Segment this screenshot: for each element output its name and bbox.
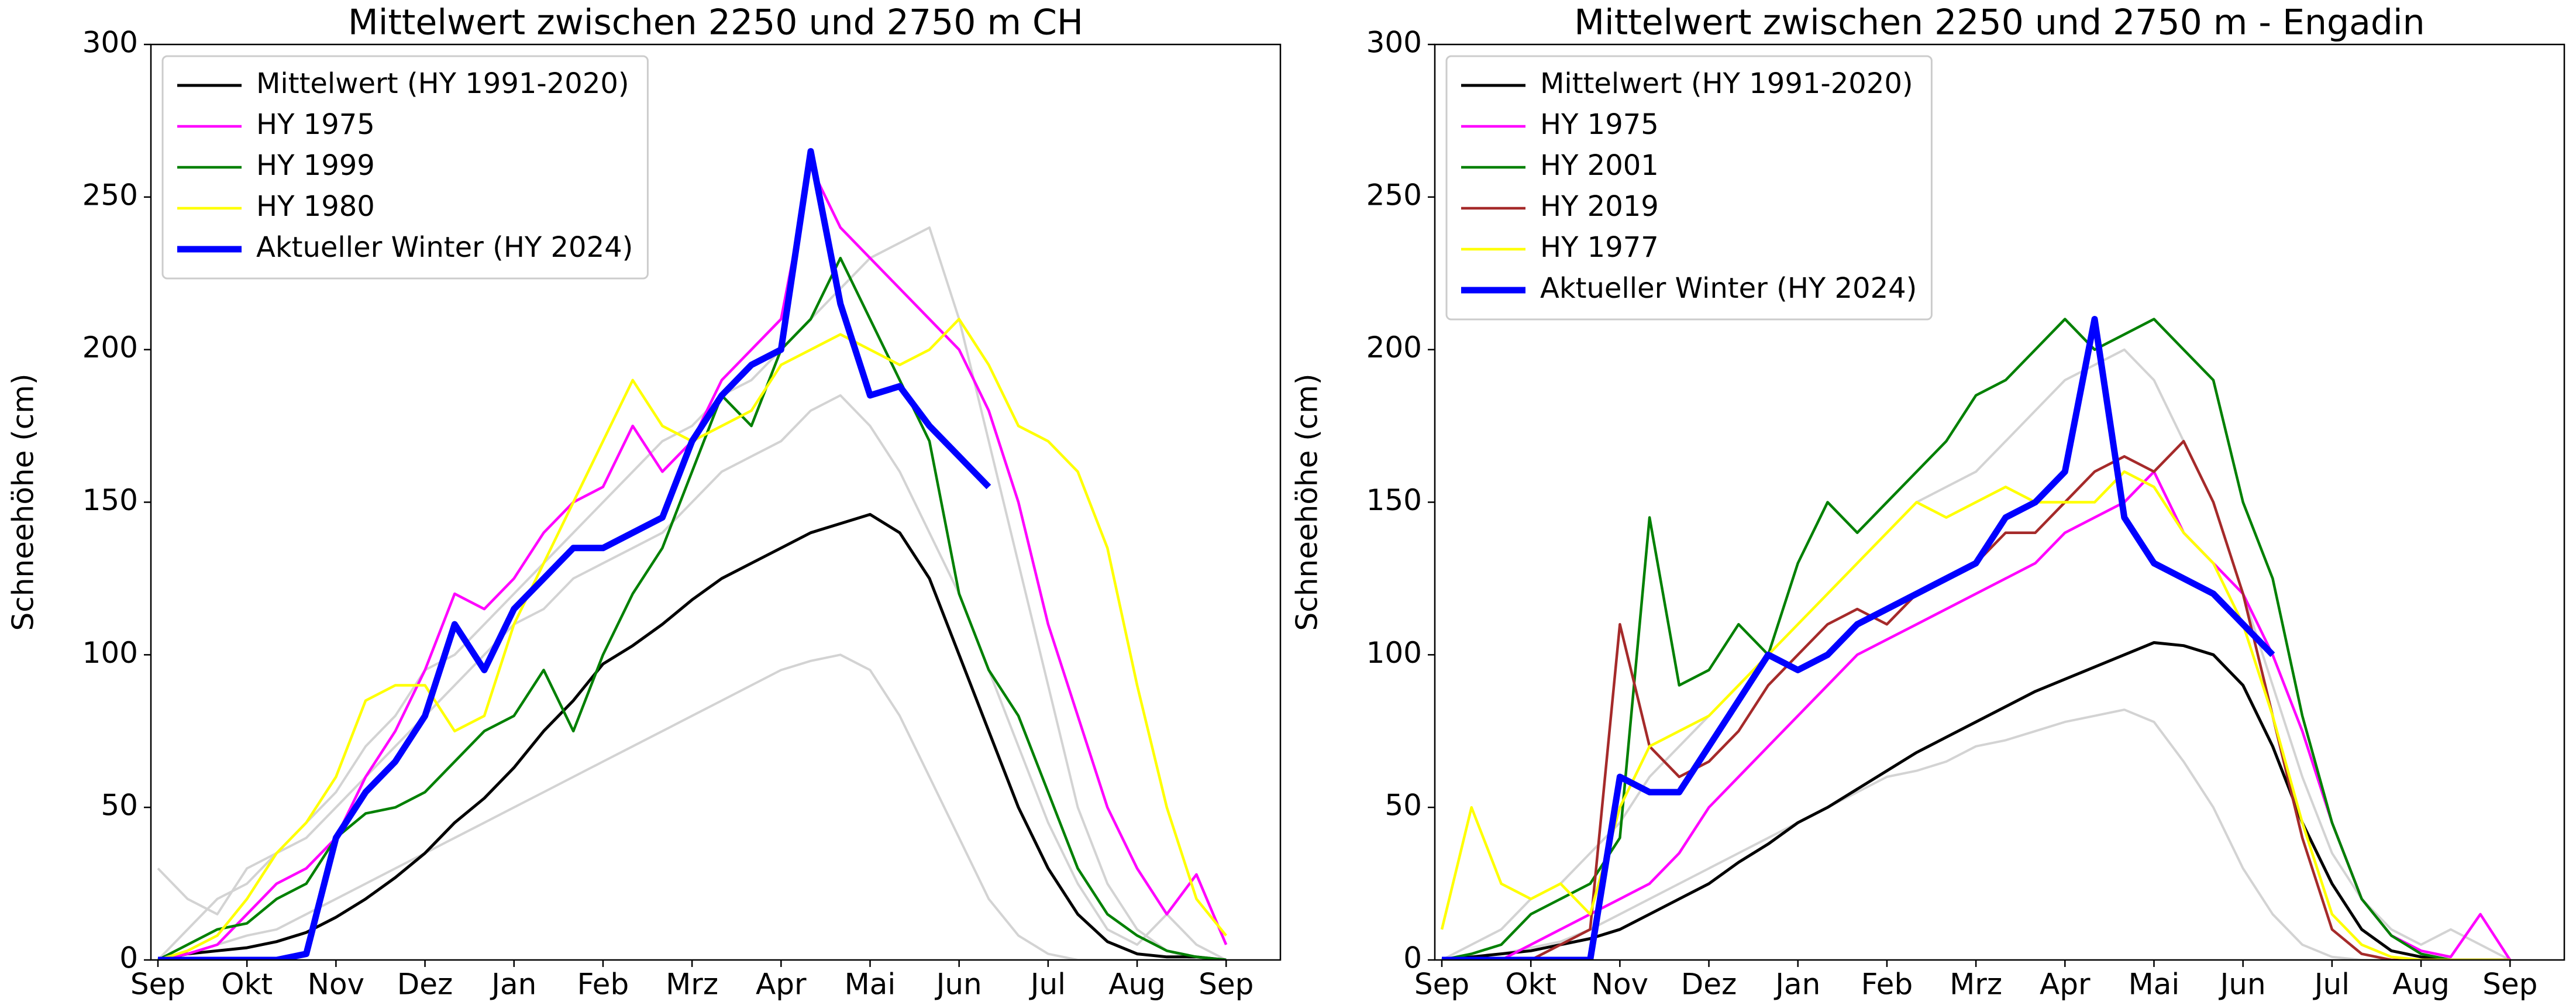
y-tick-label: 250 [1366, 178, 1422, 212]
series-line [157, 653, 1227, 960]
y-tick-label: 150 [82, 483, 138, 517]
plot-frame [1434, 43, 2565, 961]
y-tick-label: 50 [1385, 789, 1422, 822]
y-tick-label: 0 [119, 941, 138, 975]
y-tick-label: 250 [82, 178, 138, 212]
x-tick-label: Jan [1773, 968, 1820, 1001]
y-tick-label: 100 [82, 636, 138, 670]
x-tick-label: Aug [1108, 968, 1166, 1001]
x-tick-label: Feb [1861, 968, 1913, 1001]
x-tick-label: Sep [1199, 968, 1253, 1001]
series-line [1440, 470, 2510, 960]
y-tick-label: 0 [1403, 941, 1422, 975]
series-line [1441, 318, 2510, 960]
x-tick-label: Mrz [666, 968, 718, 1001]
y-tick-label: 300 [1366, 26, 1422, 60]
x-tick-label: Jan [490, 968, 536, 1001]
y-tick-label: 300 [82, 26, 138, 60]
x-tick-label: Feb [577, 968, 629, 1001]
y-tick-label: 200 [82, 331, 138, 364]
x-tick-label: Sep [2482, 968, 2537, 1001]
legend-box [161, 55, 649, 280]
chart-title: Mittelwert zwischen 2250 und 2750 m - En… [1574, 2, 2425, 43]
x-tick-label: Aug [2392, 968, 2450, 1001]
plot-frame [150, 43, 1282, 961]
series-line [1441, 708, 2510, 960]
legend-label: HY 2001 [1540, 149, 1659, 182]
y-tick-label: 150 [1366, 483, 1422, 517]
x-tick-label: Jun [2219, 968, 2266, 1001]
series-line [157, 512, 1227, 960]
x-tick-label: Apr [756, 968, 807, 1001]
y-axis-label: Schneehöhe (cm) [1290, 374, 1324, 631]
legend-label: HY 1999 [256, 149, 375, 182]
series-line [158, 148, 991, 960]
series-line [1441, 641, 2510, 960]
x-tick-label: Mrz [1950, 968, 2002, 1001]
legend-label: HY 1980 [256, 190, 375, 223]
series-line [157, 226, 1227, 960]
x-tick-label: Nov [308, 968, 365, 1001]
y-tick-label: 200 [1366, 331, 1422, 364]
series-line [157, 394, 1227, 960]
x-tick-label: Nov [1592, 968, 1649, 1001]
y-tick-label: 100 [1366, 636, 1422, 670]
legend-label: HY 1975 [256, 108, 375, 141]
legend-label: Mittelwert (HY 1991-2020) [1540, 67, 1913, 100]
series-line [1441, 348, 2511, 960]
x-tick-label: Sep [1414, 968, 1469, 1001]
x-tick-label: Jul [1029, 968, 1066, 1001]
x-tick-label: Dez [397, 968, 453, 1001]
legend-label: Mittelwert (HY 1991-2020) [256, 67, 629, 100]
y-axis-label: Schneehöhe (cm) [6, 374, 40, 631]
legend-label: Aktueller Winter (HY 2024) [256, 231, 633, 264]
x-tick-label: Okt [1505, 968, 1556, 1001]
x-tick-label: Jun [935, 968, 982, 1001]
x-tick-label: Okt [221, 968, 273, 1001]
x-tick-label: Mai [845, 968, 896, 1001]
x-tick-label: Mai [2129, 968, 2180, 1001]
legend-box [1445, 55, 1933, 321]
x-tick-label: Apr [2040, 968, 2091, 1001]
x-tick-label: Sep [130, 968, 185, 1001]
chart-title: Mittelwert zwischen 2250 und 2750 m CH [348, 2, 1083, 43]
x-tick-label: Dez [1681, 968, 1737, 1001]
y-tick-label: 50 [101, 789, 138, 822]
legend-label: HY 1977 [1540, 231, 1659, 264]
legend-label: HY 1975 [1540, 108, 1659, 141]
series-line [1442, 316, 2275, 960]
x-tick-label: Jul [2313, 968, 2350, 1001]
legend-label: Aktueller Winter (HY 2024) [1540, 272, 1917, 305]
legend-label: HY 2019 [1540, 190, 1659, 223]
